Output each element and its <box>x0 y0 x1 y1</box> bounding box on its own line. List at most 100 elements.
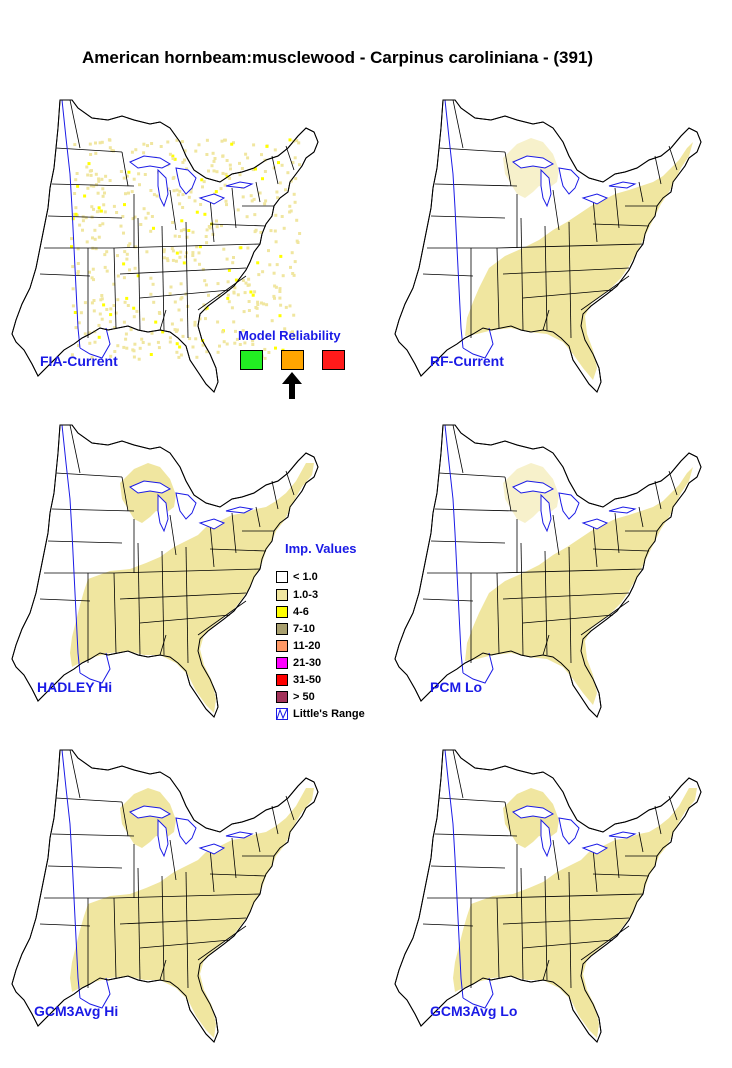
reliability-high-swatch <box>240 350 263 370</box>
distribution-dot <box>222 247 226 251</box>
distribution-dot <box>289 265 292 269</box>
distribution-dot <box>280 163 284 167</box>
distribution-fill <box>70 788 314 1038</box>
distribution-dot <box>212 159 216 163</box>
distribution-dot <box>253 213 257 217</box>
distribution-dot <box>227 300 231 304</box>
distribution-dot <box>202 180 206 184</box>
state-boundary <box>434 183 518 187</box>
distribution-dot <box>151 282 155 286</box>
distribution-dot <box>83 332 87 336</box>
distribution-dot <box>284 188 287 192</box>
distribution-dot <box>228 163 232 167</box>
distribution-dot <box>216 282 220 286</box>
state-boundary <box>568 221 572 339</box>
us-outline-stroke <box>394 424 702 718</box>
distribution-dot <box>291 330 294 334</box>
state-boundary <box>544 550 548 656</box>
distribution-dot <box>108 179 112 182</box>
distribution-dot <box>278 290 282 293</box>
distribution-dot <box>123 250 127 254</box>
distribution-dot <box>76 270 80 274</box>
distribution-dot <box>191 251 195 255</box>
distribution-dot <box>127 191 130 195</box>
legend-swatch <box>276 589 288 601</box>
distribution-dot <box>122 345 126 349</box>
distribution-dot <box>238 343 242 346</box>
state-boundary <box>113 247 117 329</box>
distribution-dot <box>288 138 292 142</box>
state-boundary <box>552 189 560 231</box>
distribution-dot <box>175 350 179 354</box>
state-boundary <box>119 267 247 275</box>
map-label: GCM3Avg Hi <box>34 1003 119 1019</box>
distribution-dot <box>180 219 184 223</box>
distribution-dot <box>122 276 126 280</box>
distribution-dot <box>102 303 106 307</box>
distribution-dot <box>147 342 151 346</box>
state-boundary <box>161 225 165 331</box>
distribution-dot <box>281 274 285 278</box>
distribution-dot <box>178 202 182 206</box>
distribution-dot <box>92 207 95 211</box>
distribution-dot <box>233 341 237 345</box>
distribution-dot <box>286 171 290 175</box>
distribution-dot <box>204 235 208 238</box>
distribution-dot <box>261 177 264 181</box>
distribution-dot <box>141 317 145 321</box>
distribution-dot <box>74 206 78 210</box>
distribution-dot <box>292 334 296 338</box>
distribution-dot <box>221 171 225 175</box>
distribution-dot <box>133 266 137 270</box>
distribution-dot <box>97 235 101 239</box>
distribution-dot <box>272 294 276 298</box>
distribution-fill <box>453 788 697 1038</box>
distribution-dot <box>216 320 220 324</box>
legend-swatch <box>276 606 288 618</box>
map-rf-current: RF-Current <box>393 98 732 418</box>
distribution-dot <box>168 152 172 156</box>
distribution-dot <box>112 149 115 153</box>
great-lake <box>581 518 609 530</box>
distribution-dot <box>157 311 161 314</box>
distribution-dot <box>98 141 102 145</box>
state-boundary <box>504 476 512 512</box>
distribution-dot <box>210 164 214 168</box>
legend-swatch <box>276 571 288 583</box>
distribution-dot <box>224 172 228 176</box>
distribution-dot <box>171 176 175 180</box>
state-boundary <box>197 925 247 961</box>
distribution-dot <box>207 225 211 228</box>
distribution-dot <box>94 247 98 251</box>
state-boundary <box>121 801 129 837</box>
arrow-up-icon <box>282 372 302 399</box>
distribution-dot <box>171 258 175 262</box>
distribution-dot <box>137 172 141 176</box>
distribution-dot <box>71 304 75 308</box>
state-boundary <box>169 839 177 881</box>
distribution-dot <box>243 341 247 345</box>
distribution-dot <box>177 235 181 238</box>
distribution-dot <box>252 197 256 201</box>
distribution-dot <box>119 170 123 173</box>
state-boundary <box>209 197 215 243</box>
distribution-dot <box>251 293 255 297</box>
state-boundary <box>568 871 572 989</box>
map-label: FIA-Current <box>40 353 118 369</box>
state-boundary <box>654 480 662 510</box>
distribution-dot <box>197 143 201 147</box>
distribution-dot <box>224 199 228 203</box>
distribution-dot <box>274 285 278 289</box>
distribution-dot <box>127 170 131 174</box>
distribution-dot <box>246 156 250 160</box>
state-boundary <box>452 424 464 474</box>
distribution-dot <box>143 173 147 176</box>
distribution-dot <box>263 356 267 360</box>
distribution-dot <box>275 263 279 267</box>
distribution-dot <box>102 203 106 207</box>
state-boundary <box>209 847 215 893</box>
distribution-dot <box>103 265 107 269</box>
distribution-dot <box>245 215 249 219</box>
distribution-dot <box>193 320 197 324</box>
distribution-dot <box>195 245 199 249</box>
